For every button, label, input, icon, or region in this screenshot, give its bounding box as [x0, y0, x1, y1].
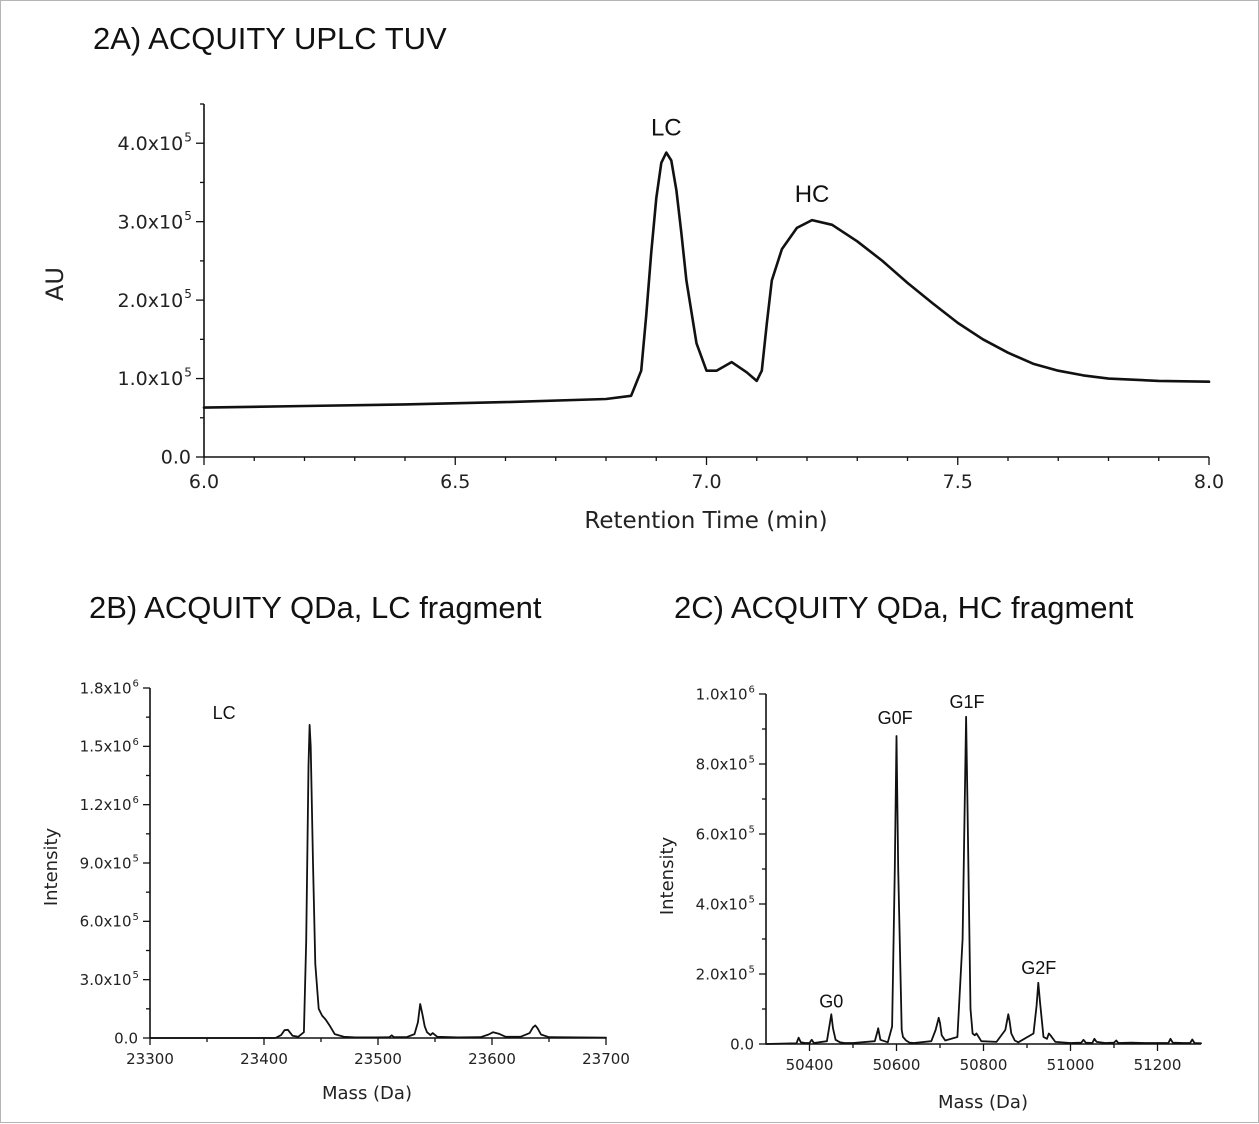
panel-a-trace — [202, 151, 1211, 409]
pa-x-tick-label: 8.0 — [1194, 471, 1224, 493]
pa-x-tick-label: 7.5 — [943, 471, 973, 493]
panel-c-annotations: G0 G0F G1F G2F — [819, 692, 1056, 1011]
pb-x-tick-label: 23400 — [240, 1050, 288, 1068]
pc-y-tick-label: 8.0x10 — [696, 755, 748, 773]
pb-y-tick-label: 6.0x10 — [80, 913, 132, 931]
pa-peak-label: LC — [651, 114, 682, 141]
pb-y-tick-exponent: 6 — [133, 737, 139, 748]
pa-y-tick-label: 4.0x10 — [118, 133, 184, 155]
pb-y-tick-label: 1.8x10 — [80, 679, 132, 697]
pb-y-tick-exponent: 6 — [133, 679, 139, 690]
pa-x-tick-label: 6.0 — [189, 471, 219, 493]
panel-b-y-tick-labels: 0.03.0x10 56.0x10 59.0x10 51.2x10 61.5x10 61.… — [80, 679, 139, 1048]
pb-y-tick-exponent: 5 — [133, 912, 139, 923]
pc-peak-label: G0F — [878, 708, 913, 728]
pb-y-tick-exponent: 5 — [133, 854, 139, 865]
pb-y-tick-label: 1.2x10 — [80, 796, 132, 814]
pb-x-tick-label: 23700 — [582, 1050, 630, 1068]
pa-y-tick-label: 2.0x10 — [118, 290, 184, 312]
panel-b-x-tick-labels: 23300 23400 23500 23600 23700 — [126, 1050, 630, 1068]
pc-y-tick-exponent: 5 — [749, 965, 755, 976]
pa-y-tick-exponent: 5 — [184, 366, 192, 380]
panel-b-y-axis-label: Intensity — [41, 827, 62, 906]
pc-y-tick-label: 0.0 — [730, 1035, 754, 1053]
pb-x-tick-label: 23500 — [354, 1050, 402, 1068]
panel-c-x-axis-label: Mass (Da) — [938, 1092, 1028, 1113]
pa-y-tick-label: 1.0x10 — [118, 368, 184, 390]
panel-b-x-axis-label: Mass (Da) — [322, 1083, 412, 1104]
pc-y-tick-exponent: 5 — [749, 755, 755, 766]
panel-a-annotations: LC HC — [651, 114, 829, 208]
pc-y-tick-label: 1.0x10 — [696, 685, 748, 703]
pa-series-line-0 — [202, 151, 1211, 409]
panel-c-trace — [765, 715, 1202, 1045]
panel-b-ticks — [143, 687, 607, 1045]
pc-y-tick-label: 2.0x10 — [696, 965, 748, 983]
pc-y-tick-exponent: 5 — [749, 895, 755, 906]
panel-c-ticks — [759, 693, 1201, 1051]
panel-b-title: 2B) ACQUITY QDa, LC fragment — [89, 590, 542, 625]
pb-x-tick-label: 23600 — [468, 1050, 516, 1068]
panel-a-y-tick-labels: 0.01.0x10 52.0x10 53.0x10 54.0x10 5 — [118, 130, 192, 468]
panel-a-x-tick-labels: 6.0 6.5 7.0 7.5 8.0 — [189, 471, 1224, 493]
pc-y-tick-exponent: 5 — [749, 825, 755, 836]
pa-x-tick-label: 6.5 — [440, 471, 470, 493]
pc-series-line-0 — [765, 715, 1202, 1045]
pb-x-tick-label: 23300 — [126, 1050, 174, 1068]
pb-y-tick-label: 0.0 — [114, 1029, 138, 1047]
pa-y-tick-exponent: 5 — [184, 130, 192, 144]
pb-y-tick-label: 1.5x10 — [80, 738, 132, 756]
pc-x-tick-label: 50600 — [873, 1056, 921, 1074]
panel-c-title: 2C) ACQUITY QDa, HC fragment — [674, 590, 1134, 625]
pb-y-tick-label: 9.0x10 — [80, 854, 132, 872]
pc-x-tick-label: 50400 — [786, 1056, 834, 1074]
pb-y-tick-exponent: 5 — [133, 970, 139, 981]
pa-y-tick-exponent: 5 — [184, 209, 192, 223]
pb-y-tick-exponent: 6 — [133, 795, 139, 806]
pb-series-line-0 — [149, 724, 607, 1039]
panel-a-chart: 0.01.0x10 52.0x10 53.0x10 54.0x10 5 6.0 6.5 7.… — [41, 103, 1224, 534]
pb-peak-label: LC — [213, 703, 236, 723]
pc-x-tick-label: 51000 — [1047, 1056, 1095, 1074]
pa-y-tick-exponent: 5 — [184, 287, 192, 301]
pc-peak-label: G2F — [1021, 958, 1056, 978]
panel-c-y-tick-labels: 0.02.0x10 54.0x10 56.0x10 58.0x10 51.0x10 6 — [696, 685, 755, 1054]
pb-y-tick-label: 3.0x10 — [80, 971, 132, 989]
pc-y-tick-label: 6.0x10 — [696, 825, 748, 843]
panel-a-y-axis-label: AU — [41, 267, 69, 301]
pa-x-tick-label: 7.0 — [691, 471, 721, 493]
pc-y-tick-exponent: 6 — [749, 685, 755, 696]
panel-b-trace — [149, 724, 607, 1039]
panel-a-x-axis-label: Retention Time (min) — [584, 508, 827, 534]
pc-x-tick-label: 51200 — [1134, 1056, 1182, 1074]
pa-y-tick-label: 0.0 — [161, 447, 191, 469]
panel-c-x-tick-labels: 50400 50600 50800 51000 51200 — [786, 1056, 1182, 1074]
pa-y-tick-label: 3.0x10 — [118, 211, 184, 233]
pc-peak-label: G1F — [949, 692, 984, 712]
panel-c-chart: 0.02.0x10 54.0x10 56.0x10 58.0x10 51.0x10 6 5… — [657, 685, 1202, 1113]
panel-c-y-axis-label: Intensity — [657, 836, 678, 915]
pa-peak-label: HC — [795, 181, 830, 208]
panel-b-annotations: LC — [213, 703, 236, 723]
panel-a-title: 2A) ACQUITY UPLC TUV — [93, 21, 447, 56]
panel-a-ticks — [196, 103, 1210, 465]
pc-x-tick-label: 50800 — [960, 1056, 1008, 1074]
panel-b-chart: 0.03.0x10 56.0x10 59.0x10 51.2x10 61.5x10 61.… — [41, 679, 630, 1105]
pc-peak-label: G0 — [819, 991, 843, 1011]
pc-y-tick-label: 4.0x10 — [696, 895, 748, 913]
